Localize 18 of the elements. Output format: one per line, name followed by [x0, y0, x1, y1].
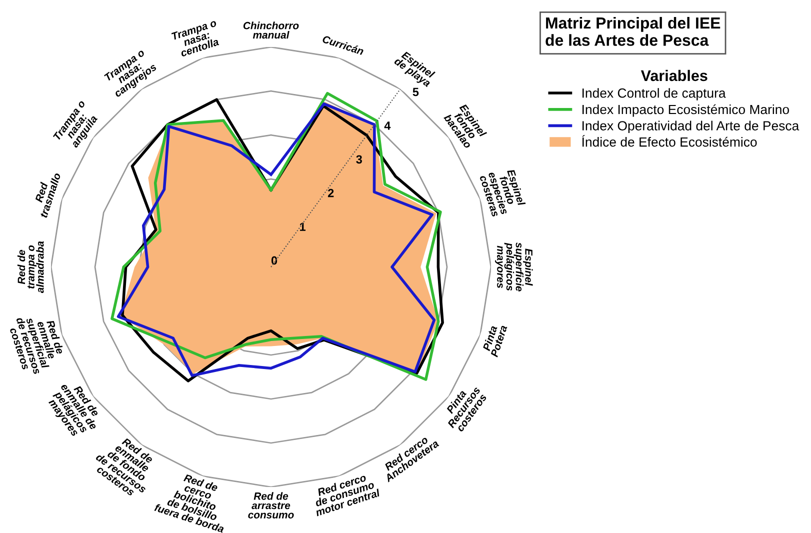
legend-label: Índice de Efecto Ecosistémico — [582, 135, 757, 147]
legend-title: Variables — [640, 70, 708, 82]
spoke-label: Pinta Potera — [482, 324, 508, 358]
spoke-label: Red de arrastre consumo — [248, 492, 294, 518]
chart-title: Matriz Principal del IEE de las Artes de Pesca — [546, 16, 720, 46]
spoke-label: Trampa o nasa: centolla — [171, 19, 220, 57]
y-tick-label: 4 — [384, 122, 391, 130]
legend-label: Index Operatividad del Arte de Pesca — [582, 120, 800, 134]
y-tick-label: 0 — [271, 256, 278, 265]
legend-label: Index Impacto Ecosistémico Marino — [582, 104, 790, 117]
legend-label: Index Control de captura — [582, 88, 726, 100]
spoke-label: Espinel superficie pelágicos mayores — [494, 242, 533, 292]
y-tick-label: 1 — [300, 222, 306, 231]
spoke-label: Chinchorro manual — [243, 22, 299, 39]
y-tick-label: 5 — [412, 88, 419, 96]
y-tick-label: 2 — [328, 188, 334, 198]
spoke-label: Red de trampa o almadraba — [17, 241, 44, 294]
y-tick-label: 3 — [356, 155, 362, 164]
